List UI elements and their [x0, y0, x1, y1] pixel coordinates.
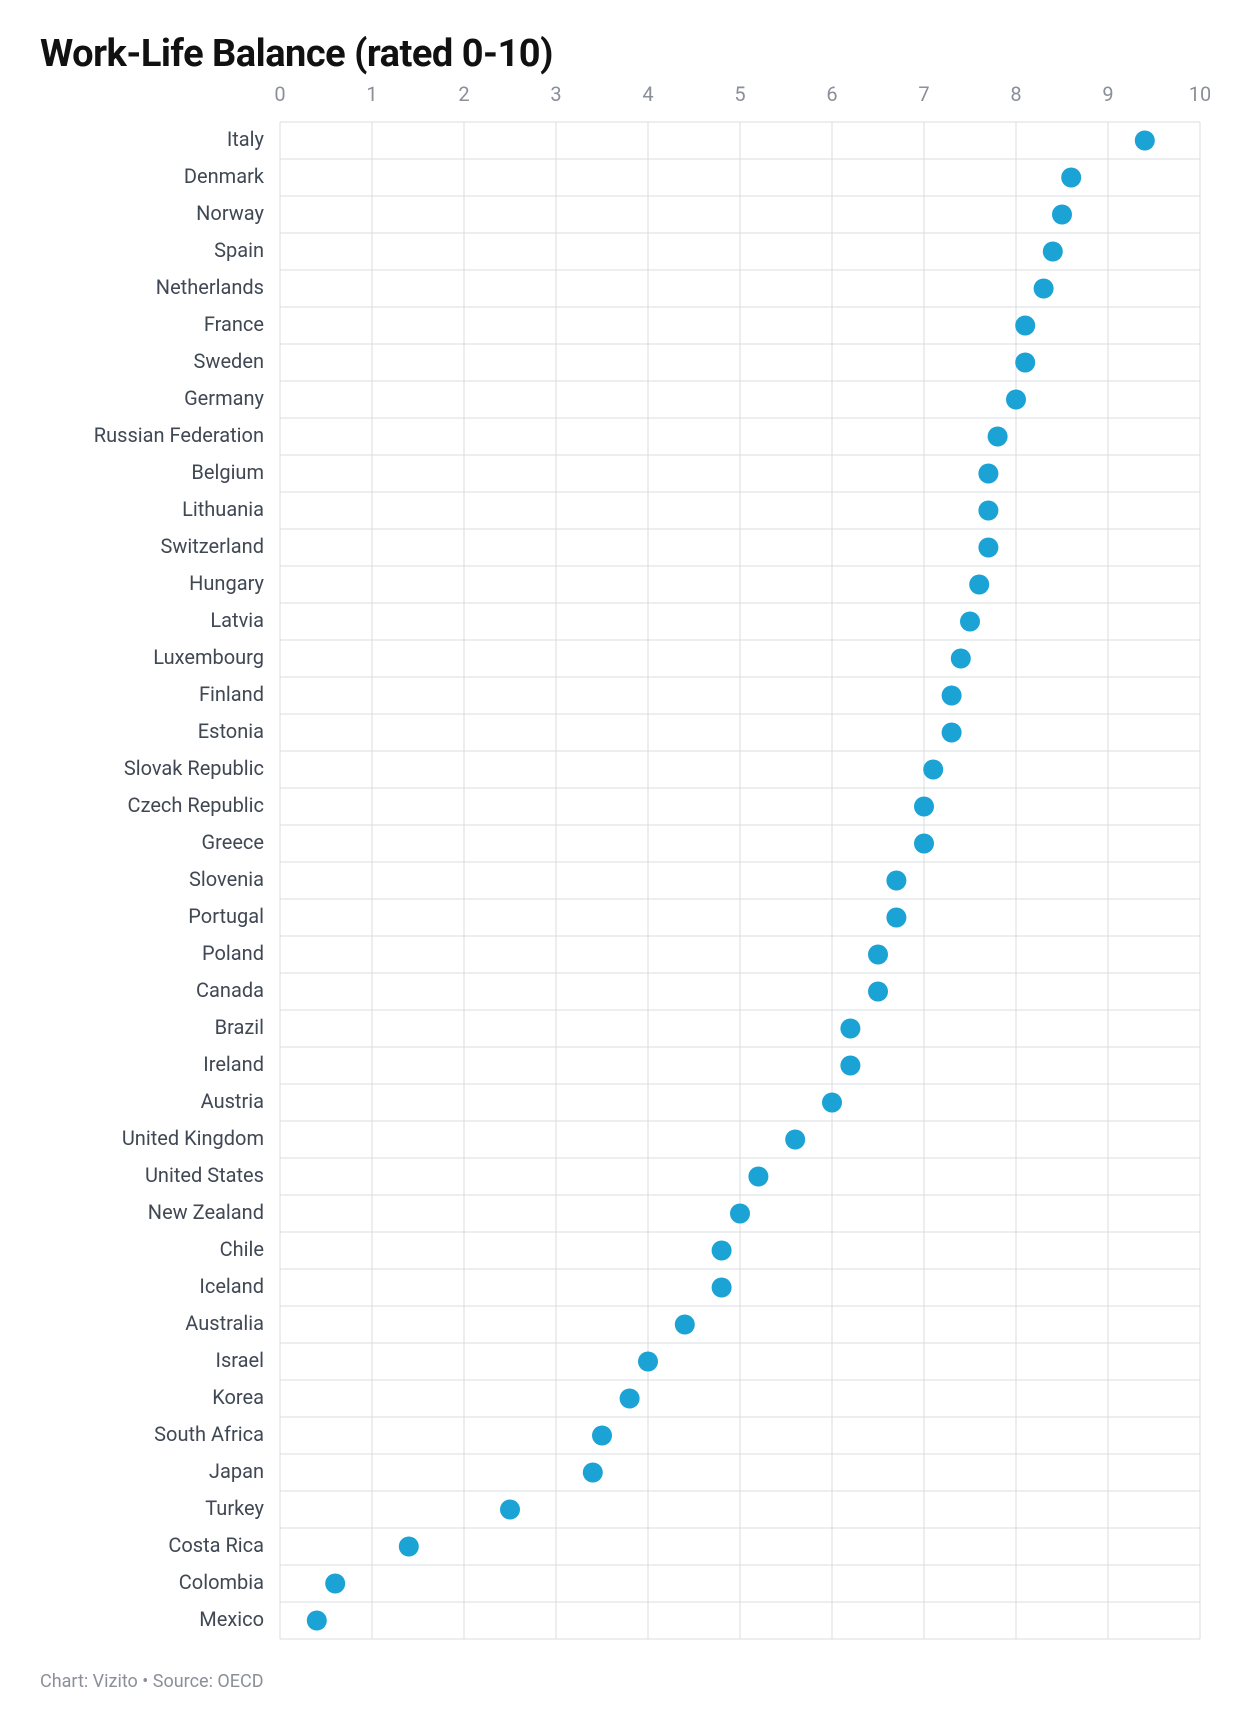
country-label: Iceland: [199, 1274, 264, 1298]
data-point: [675, 1315, 695, 1335]
country-label: Lithuania: [182, 497, 264, 521]
data-point: [978, 464, 998, 484]
data-point: [592, 1426, 612, 1446]
x-axis-tick-label: 5: [734, 82, 745, 106]
country-label: Ireland: [203, 1052, 264, 1076]
data-point: [638, 1352, 658, 1372]
data-point: [399, 1537, 419, 1557]
dot-plot-chart: 0 1 2 3 4 5 6 7 8 9 10 Italy Denmark Norway Spain Nethe…: [40, 82, 1210, 1649]
data-point: [840, 1056, 860, 1076]
data-point: [1015, 316, 1035, 336]
country-label: Switzerland: [160, 534, 264, 558]
data-point: [822, 1093, 842, 1113]
data-point: [960, 612, 980, 632]
country-label: Norway: [196, 201, 264, 225]
data-point: [988, 427, 1008, 447]
data-point: [914, 797, 934, 817]
country-label: Korea: [212, 1385, 264, 1409]
data-point: [1061, 168, 1081, 188]
data-point: [712, 1241, 732, 1261]
x-axis-tick-label: 6: [826, 82, 837, 106]
data-point: [1043, 242, 1063, 262]
x-axis-tick-label: 0: [274, 82, 285, 106]
country-label: Japan: [209, 1459, 264, 1483]
data-point: [712, 1278, 732, 1298]
x-axis-tick-label: 8: [1010, 82, 1021, 106]
country-label: Austria: [201, 1089, 264, 1113]
country-label: Spain: [214, 238, 264, 262]
country-label: Portugal: [188, 904, 264, 928]
country-label: Latvia: [210, 608, 264, 632]
data-point: [978, 501, 998, 521]
data-point: [914, 834, 934, 854]
country-label: South Africa: [154, 1422, 264, 1446]
data-point: [1006, 390, 1026, 410]
country-label: Mexico: [199, 1607, 264, 1631]
country-label: Costa Rica: [168, 1533, 264, 1557]
country-label: Israel: [216, 1348, 265, 1372]
country-label: Colombia: [179, 1570, 264, 1594]
country-label: Italy: [227, 127, 265, 151]
country-label: Poland: [202, 941, 264, 965]
country-label: Netherlands: [156, 275, 264, 299]
country-label: Brazil: [215, 1015, 264, 1039]
x-axis-tick-label: 4: [642, 82, 653, 106]
country-label: Canada: [196, 978, 264, 1002]
country-label: Slovenia: [189, 867, 264, 891]
data-point: [942, 686, 962, 706]
country-label: Denmark: [184, 164, 265, 188]
chart-container: 012345678910ItalyDenmarkNorwaySpainNethe…: [40, 82, 1200, 1653]
country-label: Slovak Republic: [124, 756, 264, 780]
data-point: [978, 538, 998, 558]
country-label: United Kingdom: [122, 1126, 264, 1150]
x-axis-tick-label: 1: [366, 82, 377, 106]
data-point: [886, 908, 906, 928]
country-label: Luxembourg: [153, 645, 264, 669]
country-label: Estonia: [198, 719, 264, 743]
data-point: [923, 760, 943, 780]
x-axis-tick-label: 3: [550, 82, 561, 106]
chart-title: Work-Life Balance (rated 0-10): [40, 32, 1200, 76]
data-point: [307, 1611, 327, 1631]
country-label: France: [204, 312, 264, 336]
country-label: Belgium: [191, 460, 264, 484]
data-point: [840, 1019, 860, 1039]
data-point: [325, 1574, 345, 1594]
data-point: [583, 1463, 603, 1483]
country-label: Germany: [184, 386, 264, 410]
country-label: Czech Republic: [128, 793, 264, 817]
data-point: [785, 1130, 805, 1150]
data-point: [969, 575, 989, 595]
data-point: [1034, 279, 1054, 299]
country-label: Hungary: [189, 571, 264, 595]
country-label: New Zealand: [148, 1200, 264, 1224]
country-label: United States: [145, 1163, 264, 1187]
chart-page: Work-Life Balance (rated 0-10) 0 1 2 3 4 5 6 7 8…: [0, 0, 1240, 1714]
country-label: Sweden: [194, 349, 264, 373]
country-label: Australia: [185, 1311, 264, 1335]
data-point: [868, 982, 888, 1002]
country-label: Russian Federation: [94, 423, 264, 447]
x-axis-tick-label: 10: [1189, 82, 1210, 106]
country-label: Chile: [220, 1237, 264, 1261]
x-axis-tick-label: 2: [458, 82, 469, 106]
x-axis-tick-label: 7: [918, 82, 929, 106]
data-point: [748, 1167, 768, 1187]
data-point: [868, 945, 888, 965]
data-point: [886, 871, 906, 891]
data-point: [1052, 205, 1072, 225]
country-label: Greece: [202, 830, 265, 854]
data-point: [951, 649, 971, 669]
data-point: [1015, 353, 1035, 373]
data-point: [730, 1204, 750, 1224]
chart-footer: Chart: Vizito • Source: OECD: [40, 1671, 1200, 1692]
country-label: Turkey: [205, 1496, 264, 1520]
data-point: [1135, 131, 1155, 151]
data-point: [942, 723, 962, 743]
x-axis-tick-label: 9: [1102, 82, 1113, 106]
data-point: [620, 1389, 640, 1409]
data-point: [500, 1500, 520, 1520]
country-label: Finland: [199, 682, 264, 706]
